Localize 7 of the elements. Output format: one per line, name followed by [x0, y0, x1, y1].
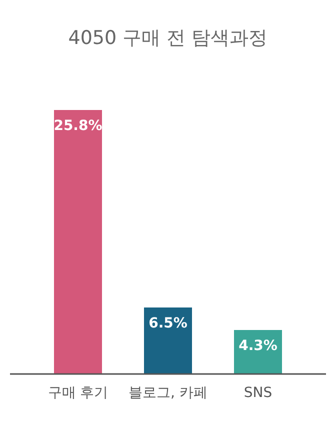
x-tick-label: SNS [244, 385, 272, 401]
chart-title: 4050 구매 전 탐색과정 [68, 27, 268, 49]
data-label: 6.5% [148, 315, 188, 332]
data-label: 25.8% [54, 118, 102, 134]
x-tick-label: 구매 후기 [48, 385, 108, 401]
data-label: 4.3% [238, 338, 278, 354]
x-tick-label: 블로그, 카페 [128, 385, 208, 401]
